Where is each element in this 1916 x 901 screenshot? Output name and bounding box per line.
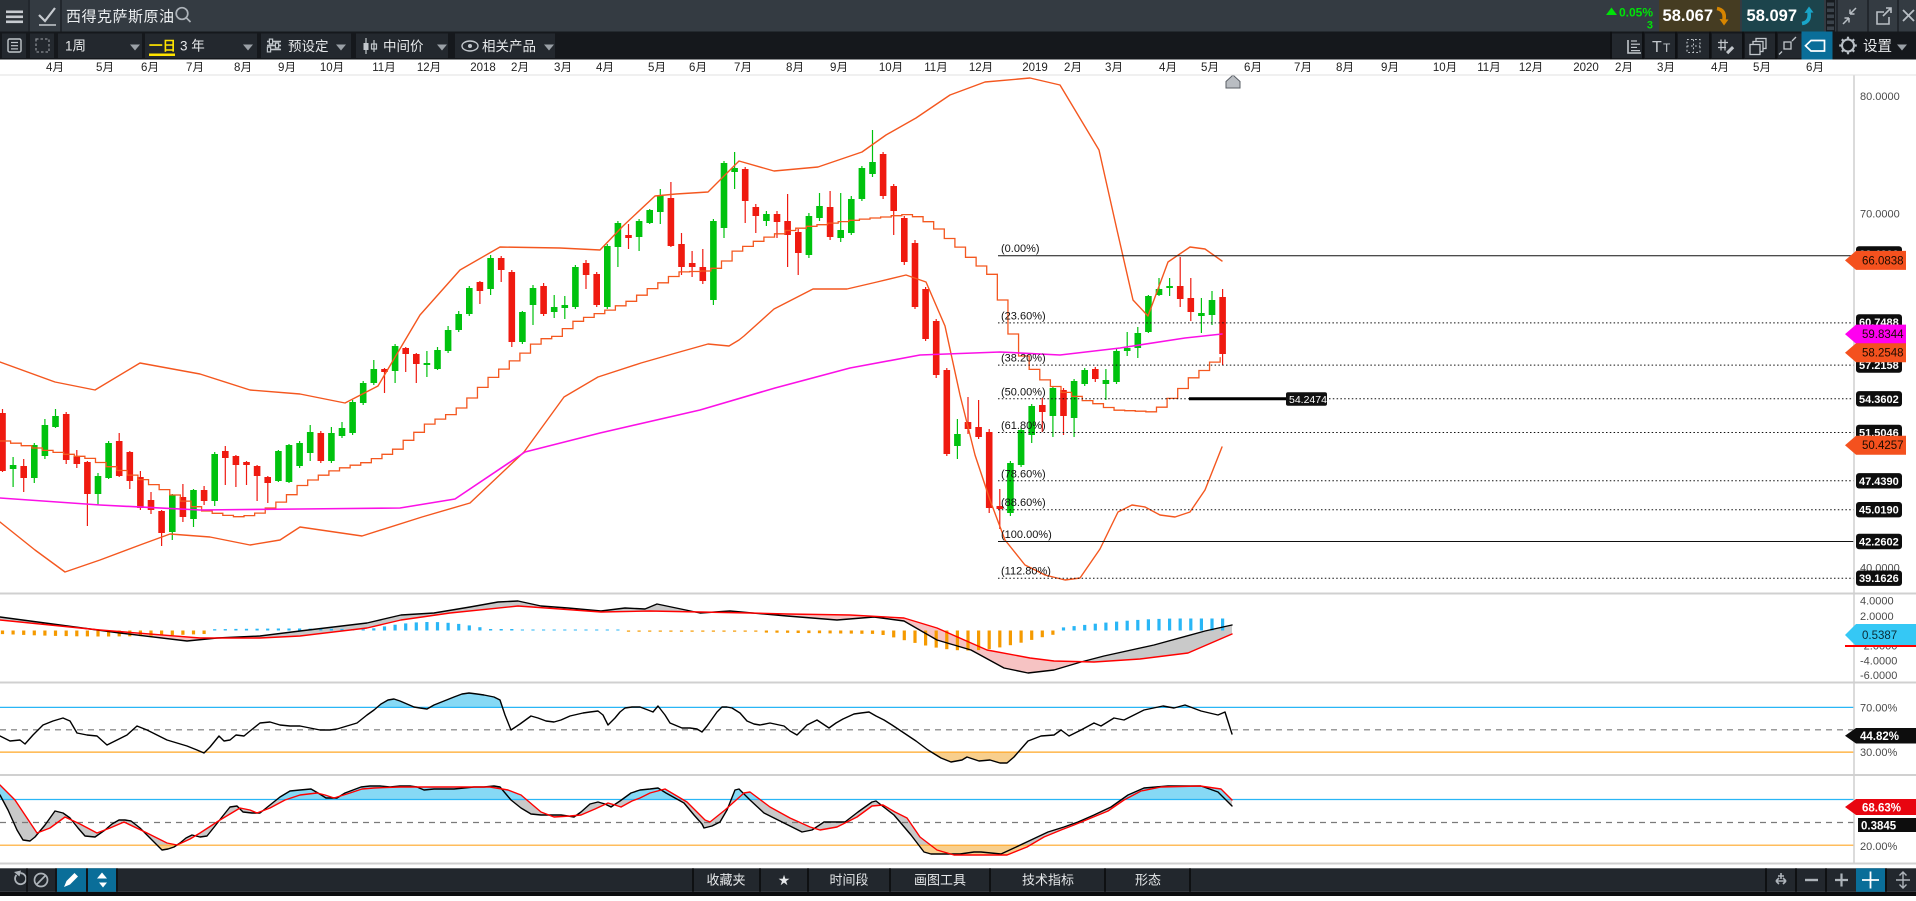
svg-text:54.2474: 54.2474: [1289, 394, 1327, 406]
svg-text:3 年: 3 年: [180, 39, 205, 54]
svg-text:70.00%: 70.00%: [1860, 702, 1898, 714]
svg-text:相关产品: 相关产品: [482, 39, 536, 54]
svg-text:20.00%: 20.00%: [1860, 841, 1898, 853]
svg-text:3月: 3月: [1105, 62, 1123, 74]
svg-text:2020: 2020: [1573, 62, 1599, 74]
svg-text:(100.00%): (100.00%): [1001, 529, 1052, 541]
svg-text:12月: 12月: [1519, 62, 1543, 74]
svg-text:2月: 2月: [1615, 62, 1633, 74]
svg-text:★: ★: [778, 872, 791, 888]
svg-text:-4.0000: -4.0000: [1860, 655, 1897, 667]
svg-text:11月: 11月: [924, 62, 947, 74]
svg-text:4月: 4月: [46, 62, 64, 74]
svg-text:58.067: 58.067: [1663, 7, 1713, 25]
svg-text:70.0000: 70.0000: [1860, 209, 1900, 221]
svg-text:4月: 4月: [596, 62, 614, 74]
svg-text:4月: 4月: [1159, 62, 1177, 74]
svg-text:西得克萨斯原油: 西得克萨斯原油: [66, 9, 175, 26]
svg-text:1周: 1周: [65, 39, 86, 54]
svg-text:9月: 9月: [830, 62, 848, 74]
svg-text:9月: 9月: [1381, 62, 1399, 74]
svg-text:T: T: [1652, 39, 1662, 56]
svg-text:44.82%: 44.82%: [1860, 731, 1899, 743]
svg-text:50.4257: 50.4257: [1862, 440, 1904, 452]
svg-text:66.0838: 66.0838: [1862, 255, 1904, 267]
svg-text:68.63%: 68.63%: [1862, 803, 1901, 815]
svg-text:57.2158: 57.2158: [1859, 360, 1899, 372]
svg-text:47.4390: 47.4390: [1859, 476, 1899, 488]
svg-text:58.2548: 58.2548: [1862, 348, 1904, 360]
svg-text:2.0000: 2.0000: [1860, 611, 1894, 623]
svg-text:7月: 7月: [734, 62, 752, 74]
svg-text:30.00%: 30.00%: [1860, 747, 1898, 759]
svg-text:2月: 2月: [511, 62, 529, 74]
svg-text:2018: 2018: [470, 62, 496, 74]
svg-text:6月: 6月: [1806, 62, 1824, 74]
svg-text:3月: 3月: [1657, 62, 1675, 74]
svg-text:6月: 6月: [141, 62, 159, 74]
svg-text:4月: 4月: [1711, 62, 1729, 74]
svg-text:9月: 9月: [278, 62, 296, 74]
svg-text:-6.0000: -6.0000: [1860, 670, 1897, 682]
svg-text:(61.80%): (61.80%): [1001, 420, 1046, 432]
svg-text:39.1626: 39.1626: [1859, 573, 1899, 585]
svg-text:80.0000: 80.0000: [1860, 91, 1900, 103]
svg-text:技术指标: 技术指标: [1022, 873, 1074, 888]
svg-text:收藏夹: 收藏夹: [706, 873, 745, 888]
svg-text:(88.60%): (88.60%): [1001, 497, 1046, 509]
svg-text:5月: 5月: [1201, 62, 1219, 74]
svg-text:7月: 7月: [1294, 62, 1312, 74]
svg-text:11月: 11月: [372, 62, 395, 74]
svg-text:54.3602: 54.3602: [1859, 394, 1899, 406]
svg-text:58.097: 58.097: [1747, 7, 1797, 25]
svg-text:0.5387: 0.5387: [1862, 630, 1897, 642]
svg-text:一日: 一日: [149, 39, 176, 54]
svg-text:8月: 8月: [786, 62, 804, 74]
svg-text:预设定: 预设定: [288, 39, 329, 54]
svg-text:0.3845: 0.3845: [1861, 821, 1897, 833]
svg-text:5月: 5月: [1753, 62, 1771, 74]
svg-text:7月: 7月: [186, 62, 204, 74]
svg-text:设置: 设置: [1863, 38, 1892, 55]
svg-text:11月: 11月: [1477, 62, 1500, 74]
svg-text:3月: 3月: [554, 62, 572, 74]
svg-text:10月: 10月: [320, 62, 344, 74]
svg-text:(112.80%): (112.80%): [1001, 566, 1051, 578]
svg-text:5月: 5月: [96, 62, 114, 74]
svg-text:(78.60%): (78.60%): [1001, 468, 1046, 480]
svg-text:10月: 10月: [1433, 62, 1457, 74]
svg-text:8月: 8月: [1336, 62, 1354, 74]
svg-text:45.0190: 45.0190: [1859, 505, 1899, 517]
svg-text:2月: 2月: [1064, 62, 1082, 74]
svg-text:0.05%: 0.05%: [1619, 6, 1653, 20]
svg-text:(0.00%): (0.00%): [1001, 243, 1040, 255]
svg-text:(38.20%): (38.20%): [1001, 353, 1046, 365]
svg-text:时间段: 时间段: [829, 873, 868, 888]
svg-text:T: T: [1663, 41, 1671, 55]
svg-text:形态: 形态: [1135, 873, 1161, 888]
svg-text:12月: 12月: [969, 62, 993, 74]
svg-text:8月: 8月: [234, 62, 252, 74]
svg-text:画图工具: 画图工具: [914, 873, 966, 888]
svg-text:6月: 6月: [1244, 62, 1262, 74]
svg-text:12月: 12月: [417, 62, 441, 74]
svg-text:10月: 10月: [879, 62, 903, 74]
svg-text:(50.00%): (50.00%): [1001, 386, 1046, 398]
svg-text:中间价: 中间价: [383, 39, 424, 54]
svg-text:6月: 6月: [689, 62, 707, 74]
svg-text:4.0000: 4.0000: [1860, 596, 1894, 608]
svg-text:5月: 5月: [648, 62, 666, 74]
svg-text:(23.60%): (23.60%): [1001, 310, 1046, 322]
svg-text:2019: 2019: [1022, 62, 1048, 74]
svg-text:3: 3: [1647, 20, 1653, 32]
svg-text:59.8344: 59.8344: [1862, 329, 1904, 341]
svg-text:42.2602: 42.2602: [1859, 537, 1899, 549]
